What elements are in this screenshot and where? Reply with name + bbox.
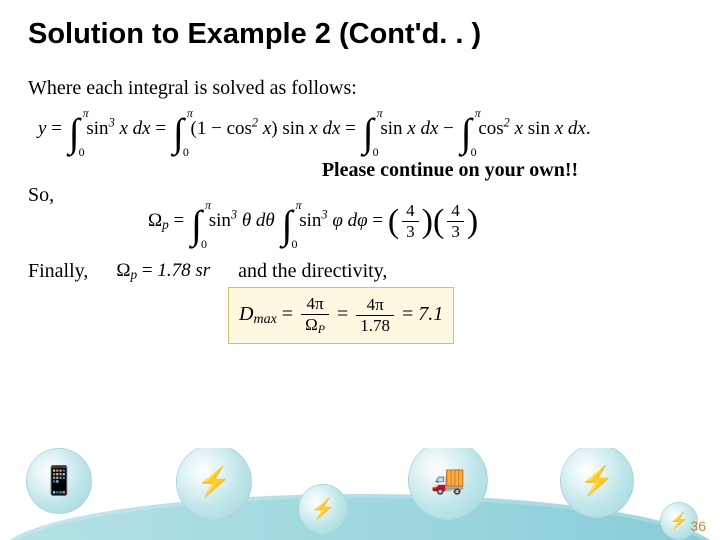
tower-icon: ⚡ (197, 465, 232, 499)
truck-icon: 🚚 (431, 463, 466, 497)
slide-title: Solution to Example 2 (Cont'd. . ) (28, 18, 692, 51)
equation-omega-integral: Ωp = ∫π0 sin3 θ dθ ∫π0 sin3 φ dφ = (43)(… (148, 201, 692, 242)
finally-label: Finally, (28, 260, 88, 283)
row-finally: Finally, Ωp = 1.78 sr and the directivit… (28, 260, 692, 283)
phone-icon: 📱 (42, 464, 77, 498)
footer-graphic: 📱 ⚡ ⚡ 🚚 ⚡ ⚡ (0, 448, 720, 540)
slide: Solution to Example 2 (Cont'd. . ) Where… (0, 0, 720, 540)
bubble-icon: ⚡ (560, 448, 634, 518)
bubble-icon: ⚡ (298, 484, 348, 534)
equation-dmax: Dmax = 4πΩP = 4π1.78 = 7.1 (228, 287, 454, 344)
so-label: So, (28, 184, 54, 207)
row-so: So, Ωp = ∫π0 sin3 θ dθ ∫π0 sin3 φ dφ = (… (28, 184, 692, 242)
equation-omega-value: Ωp = 1.78 sr (116, 260, 210, 283)
page-number: 36 (690, 518, 706, 534)
tower-icon: ⚡ (669, 511, 689, 531)
intro-text: Where each integral is solved as follows… (28, 77, 692, 100)
bubble-icon: 📱 (26, 448, 92, 514)
directivity-label: and the directivity, (238, 260, 387, 283)
tower-icon: ⚡ (311, 497, 336, 522)
tower-icon: ⚡ (580, 464, 615, 498)
equation-y-integral: y = ∫π0 sin3 x dx = ∫π0 (1 − cos2 x) sin… (38, 116, 692, 149)
emphasis-text: Please continue on your own!! (208, 159, 692, 182)
